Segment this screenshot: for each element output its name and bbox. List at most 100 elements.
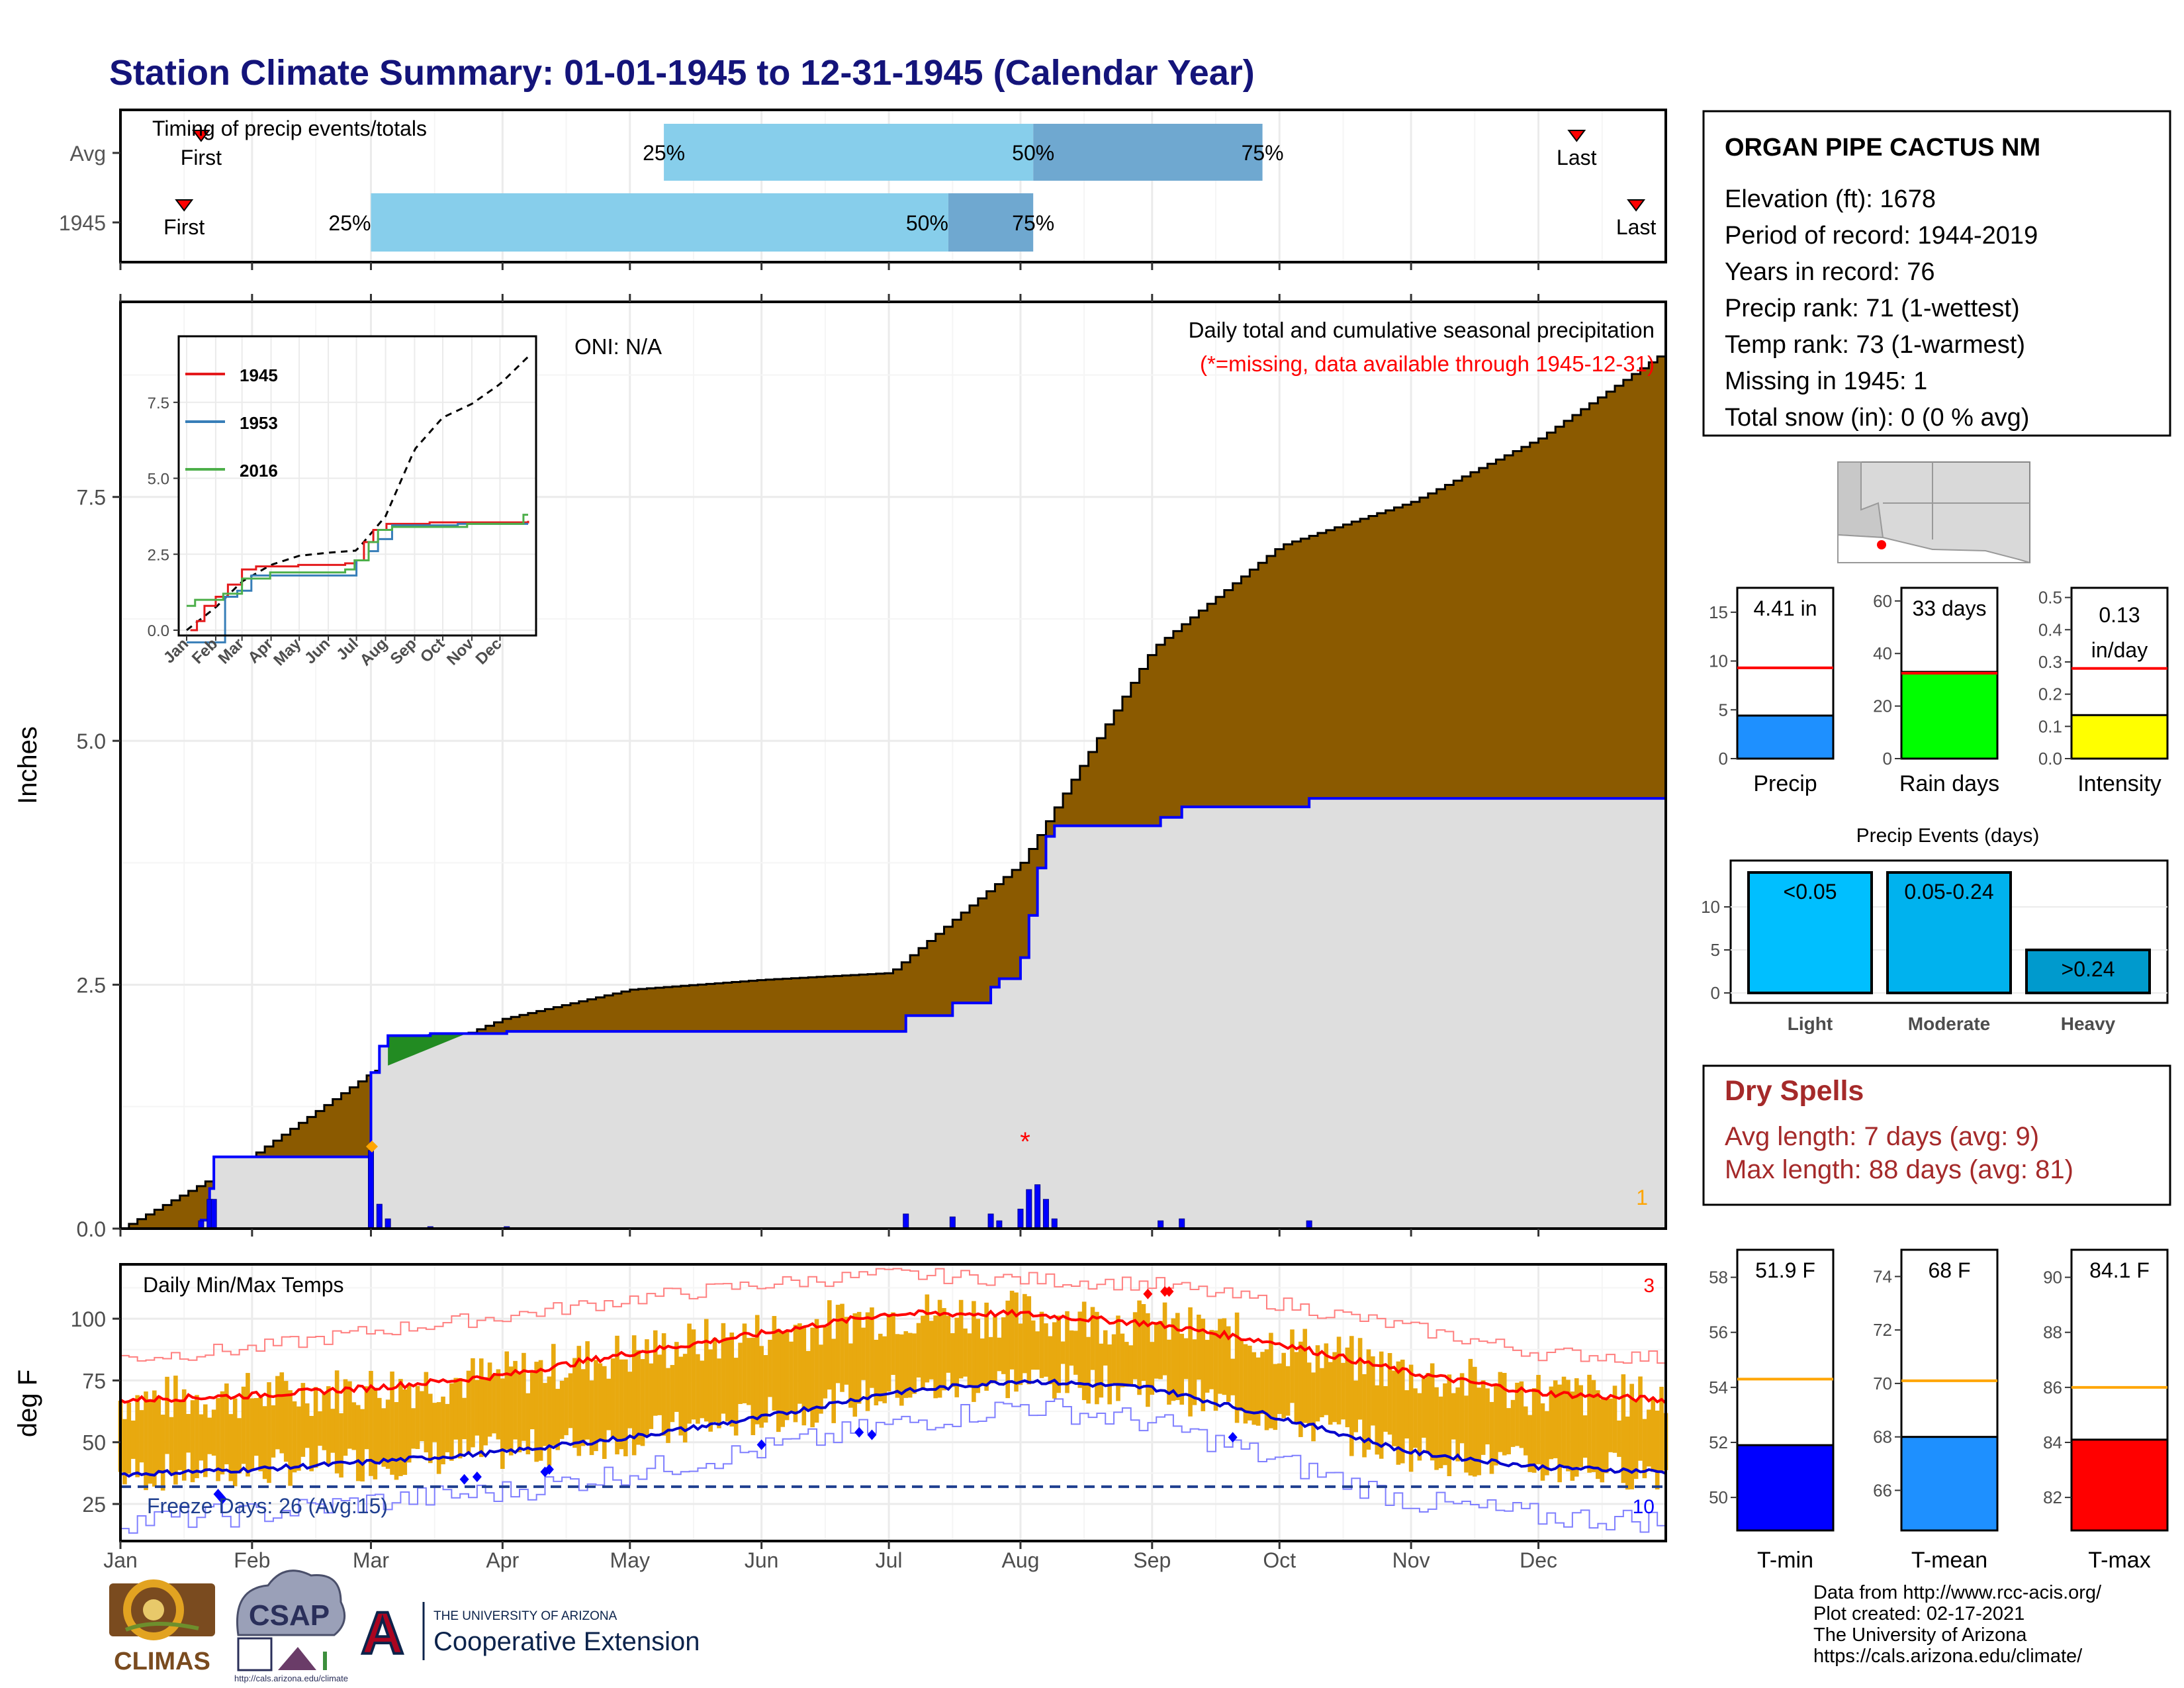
daily-temp-bar-122 [631, 1335, 637, 1456]
daily-temp-bar-286 [1328, 1362, 1333, 1425]
daily-temp-bar-47 [313, 1387, 318, 1468]
daily-temp-bar-26 [224, 1383, 229, 1465]
daily-temp-bar-13 [169, 1417, 174, 1475]
daily-temp-bar-344 [1574, 1378, 1579, 1477]
daily-temp-bar-296 [1371, 1356, 1375, 1426]
daily-temp-bar-157 [780, 1332, 786, 1427]
daily-temp-bar-55 [347, 1381, 352, 1449]
events-category-0: Light [1788, 1013, 1833, 1034]
daily-temp-bar-134 [682, 1354, 688, 1443]
daily-temp-bar-50 [326, 1386, 331, 1466]
daily-temp-bar-46 [309, 1416, 314, 1472]
daily-temp-bar-194 [937, 1299, 942, 1398]
daily-temp-bar-95 [517, 1372, 522, 1453]
summary-bar-1 [1900, 671, 1999, 760]
daily-temp-bar-110 [580, 1369, 586, 1446]
daily-temp-bar-282 [1311, 1372, 1316, 1442]
daily-temp-bar-239 [1128, 1345, 1134, 1384]
summary-value-0: 4.41 in [1753, 596, 1817, 620]
daily-temp-bar-129 [661, 1333, 666, 1436]
daily-temp-bar-340 [1557, 1384, 1562, 1483]
daily-temp-bar-34 [258, 1397, 263, 1472]
daily-temp-bar-324 [1489, 1401, 1494, 1474]
daily-temp-bar-184 [895, 1334, 900, 1398]
temp-summary-value-0: 51.9 F [1755, 1258, 1815, 1282]
daily-temp-bar-237 [1120, 1333, 1125, 1387]
daily-temp-bar-275 [1281, 1352, 1286, 1419]
daily-temp-bar-9 [152, 1390, 157, 1487]
daily-temp-bar-294 [1362, 1374, 1367, 1458]
station-info-line-6: Total snow (in): 0 (0 % avg) [1725, 404, 2029, 432]
temp-summary-label-2: T-max [2088, 1548, 2150, 1573]
daily-temp-bar-283 [1315, 1345, 1320, 1422]
events-tick-label-0: 0 [1711, 983, 1720, 1003]
temp-panel-frame [119, 1263, 1667, 1542]
daily-temp-bar-311 [1434, 1387, 1439, 1470]
daily-temp-bar-94 [513, 1360, 518, 1440]
daily-temp-bar-10 [156, 1395, 161, 1474]
daily-temp-bar-317 [1459, 1373, 1465, 1444]
summary-tick-label-1-3: 60 [1873, 591, 1892, 611]
daily-temp-bar-314 [1447, 1374, 1452, 1477]
daily-temp-bar-249 [1171, 1318, 1176, 1401]
daily-temp-bar-169 [831, 1338, 836, 1423]
daily-temp-bar-327 [1502, 1373, 1507, 1456]
1945-cumulative-precip-line [120, 797, 1666, 1230]
daily-temp-bar-12 [165, 1376, 169, 1454]
daily-temp-bar-219 [1044, 1323, 1048, 1377]
dry-spells-box: Dry Spells Avg length: 7 days (avg: 9) M… [1702, 1064, 2171, 1206]
month-label-may: May [610, 1548, 650, 1572]
month-label-dec: Dec [1520, 1548, 1557, 1572]
daily-temp-bar-142 [717, 1358, 721, 1429]
daily-temp-bar-111 [585, 1341, 590, 1440]
daily-temp-bar-281 [1306, 1362, 1312, 1427]
daily-temp-bar-222 [1056, 1315, 1061, 1393]
missing-marker: * [1020, 1127, 1030, 1156]
daily-temp-bar-72 [420, 1391, 424, 1442]
daily-temp-bar-73 [424, 1372, 429, 1452]
daily-temp-bar-100 [538, 1360, 543, 1461]
daily-temp-bar-284 [1320, 1368, 1324, 1418]
summary-tick-label-0-1: 5 [1719, 700, 1728, 720]
month-label-jan: Jan [103, 1548, 138, 1572]
daily-temp-bar-263 [1230, 1358, 1235, 1395]
credit-line-2: Plot created: 02-17-2021 [1813, 1603, 2025, 1624]
daily-temp-bar-88 [487, 1362, 492, 1437]
daily-temp-bar-165 [814, 1319, 819, 1423]
daily-temp-bar-270 [1260, 1352, 1265, 1415]
precip-ytick-label-3: 7.5 [77, 486, 106, 510]
daily-temp-bar-19 [195, 1395, 199, 1479]
temp-summary-tick-label-0-4: 58 [1709, 1268, 1728, 1288]
temp-summary-tick-label-0-1: 52 [1709, 1432, 1728, 1452]
daily-temp-bar-307 [1417, 1393, 1422, 1461]
daily-temp-bar-90 [496, 1369, 501, 1440]
daily-temp-bar-127 [653, 1330, 658, 1416]
daily-temp-bar-5 [135, 1395, 140, 1477]
daily-temp-bar-292 [1353, 1380, 1359, 1432]
daily-temp-bar-15 [177, 1401, 183, 1470]
daily-temp-bar-42 [292, 1401, 297, 1473]
daily-temp-bar-128 [657, 1354, 662, 1415]
ua-extension-logo: A THE UNIVERSITY OF ARIZONA Cooperative … [360, 1599, 700, 1668]
daily-temp-bar-103 [551, 1344, 556, 1446]
daily-temp-bar-173 [848, 1343, 853, 1408]
daily-temp-bar-64 [385, 1399, 390, 1469]
daily-temp-bar-265 [1239, 1338, 1244, 1411]
summary-tick-label-1-2: 40 [1873, 643, 1892, 663]
daily-temp-bar-287 [1332, 1352, 1337, 1423]
precip-y-axis-label: Inches [13, 726, 42, 804]
daily-temp-bar-87 [483, 1377, 488, 1446]
temp-y-axis-label: deg F [13, 1370, 42, 1437]
daily-temp-bar-304 [1404, 1390, 1409, 1439]
inset-average-line [186, 355, 529, 632]
record-min-line [120, 1398, 1666, 1534]
daily-temp-bar-215 [1026, 1296, 1032, 1385]
daily-temp-bar-257 [1205, 1340, 1210, 1393]
daily-temp-bar-119 [619, 1359, 624, 1450]
temp-summary-bar-1 [1900, 1436, 1999, 1532]
daily-temp-bar-85 [475, 1380, 480, 1436]
daily-temp-bar-70 [411, 1408, 416, 1449]
daily-temp-bar-149 [747, 1338, 751, 1405]
daily-temp-bar-207 [993, 1316, 997, 1382]
